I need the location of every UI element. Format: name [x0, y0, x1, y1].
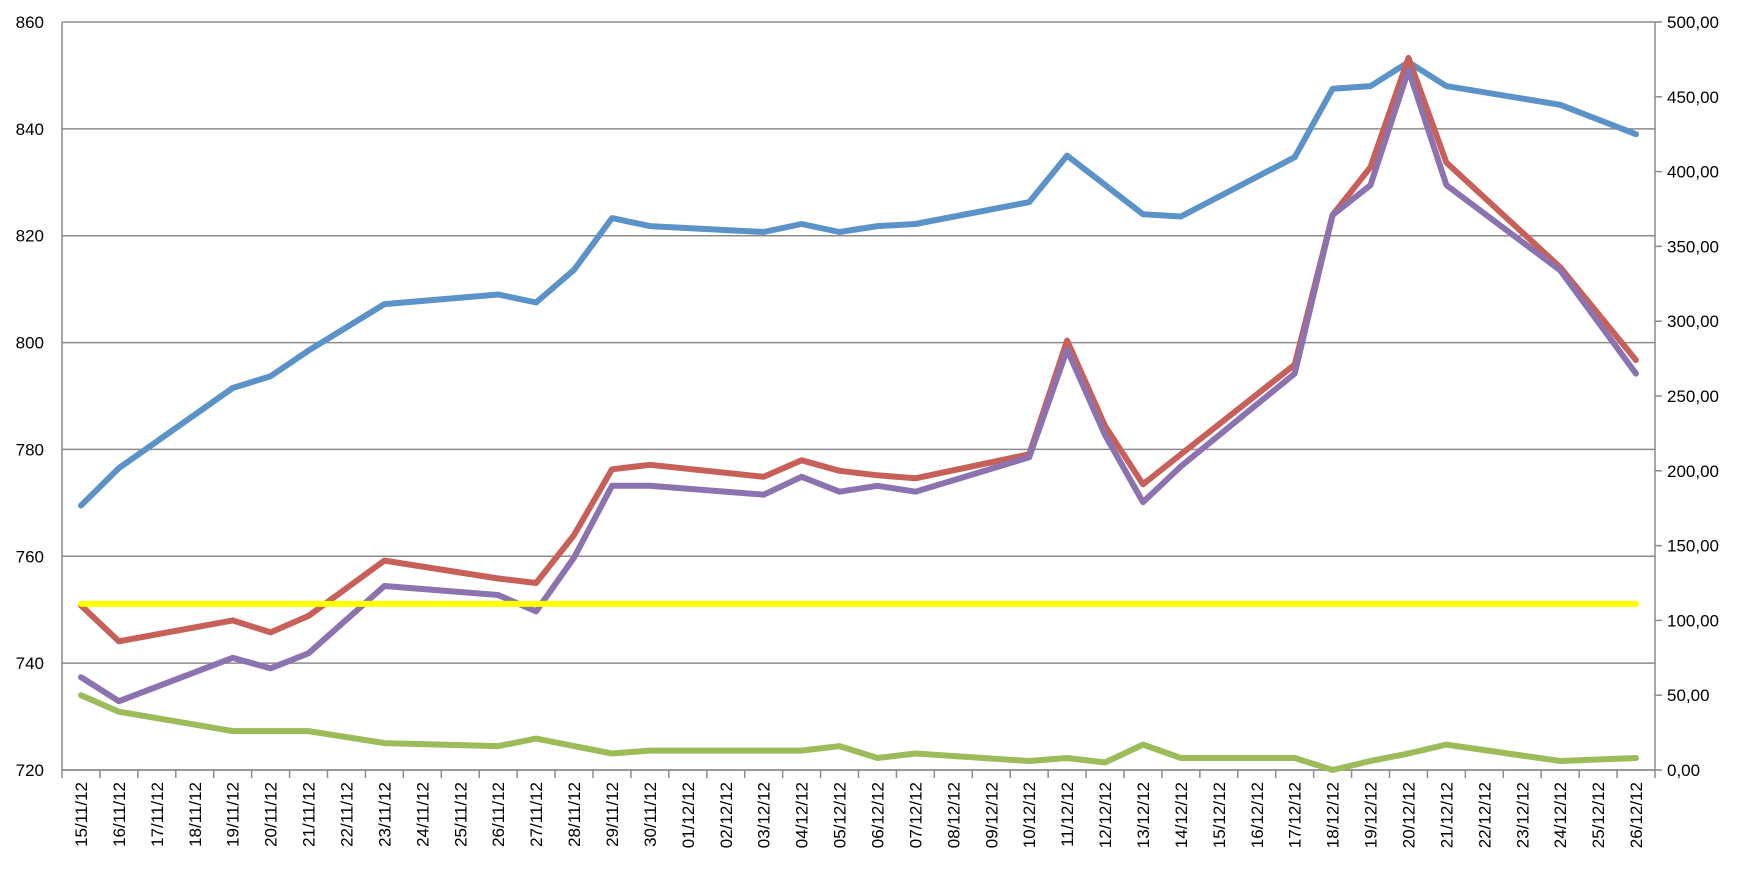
left-axis-tick-label: 780 [16, 440, 44, 459]
x-axis-tick-label: 16/11/12 [110, 782, 129, 847]
right-axis-tick-label: 200,00 [1667, 462, 1719, 481]
series-lines [78, 54, 1639, 773]
x-axis-tick-label: 12/12/12 [1096, 782, 1115, 848]
series-line-2 [78, 54, 1639, 645]
right-axis-tick-labels: 0,00 50,00 100,00 150,00 200,00 250,00 300,00 3… [1667, 13, 1719, 780]
right-axis-tick-label: 400,00 [1667, 163, 1719, 182]
x-axis-tick-label: 20/12/12 [1399, 782, 1418, 848]
left-axis-tick-label: 760 [16, 547, 44, 566]
x-axis-tick-label: 16/12/12 [1248, 782, 1267, 848]
x-axis-tick-label: 25/12/12 [1589, 782, 1608, 848]
x-axis-tick-label: 26/12/12 [1627, 782, 1646, 848]
x-axis-tick-label: 06/12/12 [868, 782, 887, 848]
left-axis-tick-label: 860 [16, 13, 44, 32]
x-axis-tick-label: 28/11/12 [565, 782, 584, 847]
x-axis-tick-label: 23/11/12 [375, 782, 394, 847]
x-axis-tick-label: 09/12/12 [982, 782, 1001, 848]
x-axis-tick-label: 15/12/12 [1210, 782, 1229, 848]
x-axis-tick-label: 02/12/12 [717, 782, 736, 848]
x-axis-tick-label: 21/11/12 [300, 782, 319, 847]
x-axis-tick-label: 29/11/12 [603, 782, 622, 847]
x-axis-tick-label: 26/11/12 [489, 782, 508, 847]
x-axis-tick-label: 21/12/12 [1437, 782, 1456, 848]
x-axis-tick-label: 25/11/12 [451, 782, 470, 847]
x-axis-tick-label: 03/12/12 [755, 782, 774, 848]
right-axis-tick-label: 450,00 [1667, 88, 1719, 107]
x-axis-tick-label: 10/12/12 [1020, 782, 1039, 848]
right-axis-tick-label: 250,00 [1667, 387, 1719, 406]
x-axis-tick-label: 24/12/12 [1551, 782, 1570, 848]
x-axis-tick-label: 18/11/12 [186, 782, 205, 847]
x-axis-tick-label: 14/12/12 [1172, 782, 1191, 848]
right-axis-tick-label: 50,00 [1667, 686, 1710, 705]
right-axis-tick-label: 0,00 [1667, 761, 1700, 780]
x-axis-tick-label: 01/12/12 [679, 782, 698, 848]
x-axis-tick-label: 23/12/12 [1513, 782, 1532, 848]
x-axis-tick-label: 05/12/12 [831, 782, 850, 848]
x-axis-tick-label: 27/11/12 [527, 782, 546, 847]
left-axis-tick-label: 800 [16, 334, 44, 353]
axes [61, 21, 1662, 778]
x-axis-tick-label: 19/11/12 [224, 782, 243, 847]
x-axis-tick-label: 08/12/12 [944, 782, 963, 848]
x-axis-tick-label: 30/11/12 [641, 782, 660, 847]
x-axis-tick-label: 19/12/12 [1362, 782, 1381, 848]
right-axis-tick-label: 100,00 [1667, 611, 1719, 630]
series-line-1 [78, 59, 1639, 509]
x-axis-tick-label: 17/11/12 [148, 782, 167, 847]
left-axis-tick-label: 740 [16, 654, 44, 673]
series-line-4 [78, 692, 1639, 773]
x-axis-tick-labels: 15/11/12 16/11/12 17/11/12 18/11/12 19/11/12… [72, 782, 1646, 848]
x-axis-tick-label: 15/11/12 [72, 782, 91, 847]
right-axis-tick-label: 350,00 [1667, 237, 1719, 256]
x-axis-tick-label: 17/12/12 [1286, 782, 1305, 848]
left-axis-tick-label: 840 [16, 120, 44, 139]
right-axis-tick-label: 500,00 [1667, 13, 1719, 32]
right-axis-tick-label: 150,00 [1667, 537, 1719, 556]
x-axis-tick-label: 22/11/12 [337, 782, 356, 847]
x-axis-tick-label: 18/12/12 [1324, 782, 1343, 848]
x-axis-tick-label: 24/11/12 [413, 782, 432, 847]
x-axis-tick-label: 20/11/12 [262, 782, 281, 847]
x-axis-tick-label: 13/12/12 [1134, 782, 1153, 848]
x-axis-tick-label: 22/12/12 [1475, 782, 1494, 848]
right-axis-tick-label: 300,00 [1667, 312, 1719, 331]
x-axis-tick-label: 11/12/12 [1058, 782, 1077, 847]
left-axis-tick-label: 720 [16, 761, 44, 780]
left-axis-tick-labels: 720 740 760 780 800 820 840 860 [16, 13, 44, 780]
left-axis-tick-label: 820 [16, 227, 44, 246]
x-axis-tick-label: 07/12/12 [906, 782, 925, 848]
x-axis-tick-label: 04/12/12 [793, 782, 812, 848]
series-line-3 [78, 66, 1639, 705]
gridlines [62, 21, 1655, 771]
